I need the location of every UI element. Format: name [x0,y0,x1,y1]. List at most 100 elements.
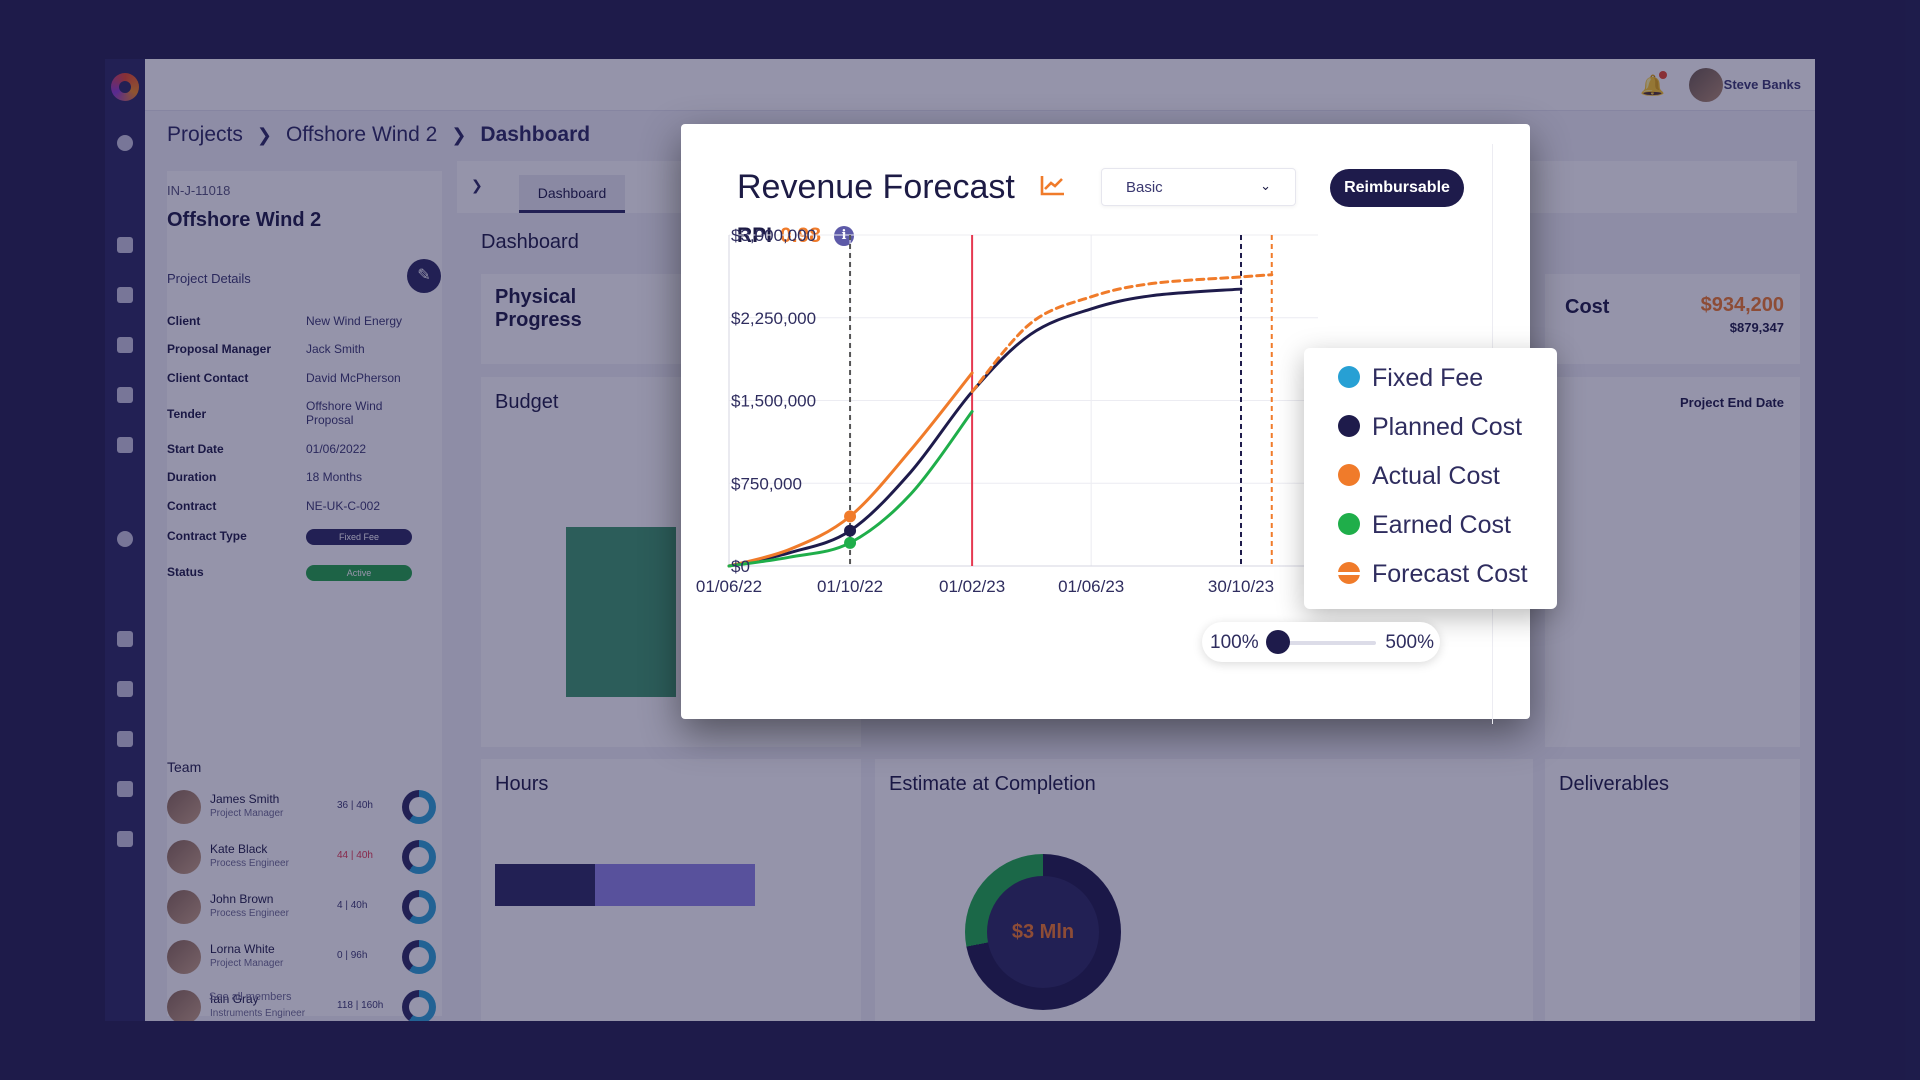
team-icon[interactable] [117,631,133,647]
forecast-type-select[interactable]: Basic ⌄ [1101,168,1296,206]
legend-swatch [1338,464,1360,486]
team-member[interactable]: James Smith Project Manager 36 | 40h [167,788,442,828]
invoice-icon[interactable] [117,437,133,453]
user-avatar[interactable] [1689,68,1723,102]
member-role: Process Engineer [210,858,289,869]
team-member[interactable]: John Brown Process Engineer 4 | 40h [167,888,442,928]
select-value: Basic [1126,179,1163,196]
team-member[interactable]: Iain Gray Instruments Engineer 118 | 160h [167,988,442,1021]
y-tick-label: $0 [731,557,750,576]
zoom-track[interactable] [1276,641,1376,645]
avatar [167,840,201,874]
notes-icon[interactable] [117,237,133,253]
zoom-min-label: 100% [1210,632,1259,653]
project-end-label: Project End Date [1679,395,1784,410]
y-tick-label: $750,000 [731,474,802,493]
detail-value[interactable]: David McPherson [306,371,401,385]
deliverables-card: Deliverables [1545,759,1800,1021]
legend-label: Forecast Cost [1372,560,1528,588]
chart-grid [728,234,1318,567]
member-role: Project Manager [210,958,284,969]
status-pill-wrap: Active [306,565,416,581]
tab-dashboard[interactable]: Dashboard [519,175,625,213]
contract-type-pill[interactable]: Fixed Fee [306,529,412,545]
trend-chart-icon [1040,176,1064,196]
side-rail [105,59,145,1021]
layers-icon[interactable] [117,731,133,747]
series-line-earned-cost [727,410,974,568]
project-title: Offshore Wind 2 [167,209,322,231]
breadcrumb-project[interactable]: Offshore Wind 2 [285,123,438,146]
cost-value: $934,200 [1700,294,1784,316]
detail-value: 18 Months [306,470,363,484]
legend-label: Fixed Fee [1372,364,1484,392]
chevron-right-icon: ❯ [451,124,467,145]
deliverables-title: Deliverables [1559,773,1670,795]
member-hours: 36 | 40h [337,800,373,811]
detail-key: Client Contact [167,371,249,385]
project-id: IN-J-11018 [167,183,231,198]
x-axis-ticks: 01/06/22 01/10/22 01/02/23 01/06/23 30/10/23 [696,577,1274,596]
notification-dot [1659,71,1667,79]
budget-bar [566,527,676,697]
brand-logo [111,73,139,101]
member-name: Iain Gray [210,992,259,1006]
legend-label: Planned Cost [1372,413,1523,441]
building-icon[interactable] [117,681,133,697]
document-icon[interactable] [117,287,133,303]
y-tick-label: $3,000,000 [731,226,816,245]
team-member[interactable]: Lorna White Project Manager 0 | 96h [167,938,442,978]
x-tick-label: 01/10/22 [817,577,883,596]
x-tick-label: 01/02/23 [939,577,1005,596]
member-name: Kate Black [210,842,268,856]
team-heading: Team [167,759,202,775]
user-name[interactable]: Steve Banks [1723,77,1801,92]
chart-markers [844,510,857,549]
avatar [167,790,201,824]
avatar [167,890,201,924]
detail-value: NE-UK-C-002 [306,499,381,513]
data-point [844,524,857,537]
detail-value[interactable]: Offshore Wind Proposal [306,399,383,427]
reimbursable-button[interactable]: Reimbursable [1330,169,1464,207]
chevron-right-icon[interactable]: ❯ [471,177,483,193]
zoom-thumb[interactable] [1266,630,1290,654]
member-hours: 44 | 40h [337,850,373,861]
calendar-icon[interactable] [117,337,133,353]
detail-value: Jack Smith [306,342,365,356]
detail-key: Duration [167,470,217,484]
see-all-members-link[interactable]: See all members [209,991,292,1003]
detail-key: Proposal Manager [167,342,272,356]
y-axis-ticks: $0 $750,000 $1,500,000 $2,250,000 $3,000,000 [731,226,816,576]
bell-icon[interactable]: 🔔 [1640,75,1665,97]
detail-key: Status [167,565,204,579]
legend-label: Actual Cost [1372,462,1500,490]
hours-used-bar [495,864,595,906]
handshake-icon[interactable] [117,781,133,797]
detail-key: Start Date [167,442,224,456]
member-name: James Smith [210,792,280,806]
member-hours: 118 | 160h [337,1000,384,1011]
budget-title: Budget [495,391,559,413]
x-tick-label: 30/10/23 [1208,577,1274,596]
edit-icon[interactable]: ✎ [407,259,441,293]
status-dropdown[interactable]: Active [306,565,412,581]
y-tick-label: $1,500,000 [731,392,816,411]
cost-sub-value: $879,347 [1729,320,1784,335]
detail-key: Tender [167,407,207,421]
utilisation-ring [402,940,436,974]
team-member[interactable]: Kate Black Process Engineer 44 | 40h [167,838,442,878]
globe-icon[interactable] [117,387,133,403]
project-panel: IN-J-11018 Offshore Wind 2 Project Detai… [167,171,442,1021]
breadcrumb-projects[interactable]: Projects [167,123,243,146]
legend-swatch [1338,415,1360,437]
search-icon[interactable] [117,531,133,547]
add-icon[interactable] [117,135,133,151]
modal-title: Revenue Forecast [737,168,1015,206]
folder-icon[interactable] [117,831,133,847]
member-role: Project Manager [210,808,284,819]
breadcrumb: Projects ❯ Offshore Wind 2 ❯ Dashboard [167,123,590,147]
member-name: Lorna White [210,942,275,956]
detail-key: Contract [167,499,217,513]
legend-swatch-half [1338,562,1360,584]
